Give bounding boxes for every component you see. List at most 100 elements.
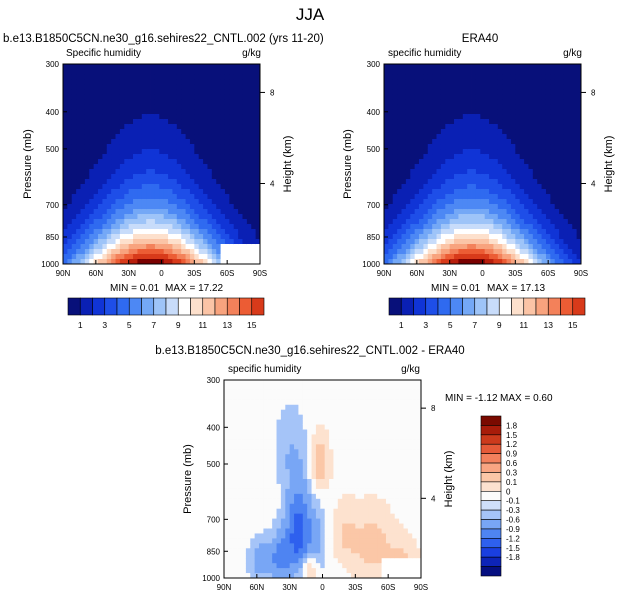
field-cell-obs-6-3 [410,79,416,85]
field-cell-diff-22-17 [320,464,326,470]
field-cell-diff-7-35 [254,553,260,559]
field-cell-model-33-8 [207,104,213,110]
field-cell-diff-12-32 [276,538,282,544]
field-cell-diff-18-3 [302,394,308,401]
field-cell-diff-23-30 [324,528,330,534]
field-cell-diff-12-13 [276,444,282,450]
field-cell-obs-7-23 [414,179,420,185]
field-cell-model-7-9 [93,109,99,115]
field-cell-obs-29-3 [510,79,516,85]
field-cell-obs-26-22 [497,174,503,180]
field-cell-diff-0-22 [224,488,229,495]
field-cell-diff-4-37 [241,563,247,569]
field-cell-model-27-1 [181,69,186,75]
field-cell-diff-15-31 [289,533,295,539]
field-cell-diff-4-38 [241,568,247,574]
colorbar-label-model-0: 1 [78,320,83,330]
field-cell-obs-13-8 [440,104,446,110]
field-cell-obs-32-28 [524,204,529,210]
field-cell-obs-28-27 [506,199,512,205]
field-cell-model-7-36 [93,244,99,250]
field-cell-diff-15-32 [289,538,295,544]
field-cell-model-18-13 [141,129,147,135]
field-cell-diff-6-17 [250,464,256,470]
field-cell-model-41-0 [242,64,248,70]
field-cell-diff-11-3 [272,394,277,401]
field-cell-obs-30-12 [515,124,521,130]
field-cell-diff-11-22 [272,488,277,495]
field-cell-obs-14-21 [445,169,451,175]
field-cell-obs-5-9 [405,109,411,115]
field-cell-obs-26-8 [497,104,503,110]
field-cell-diff-23-12 [324,439,330,445]
field-cell-model-30-14 [194,134,200,140]
field-cell-diff-12-22 [276,488,282,495]
field-cell-model-33-25 [207,189,213,195]
field-cell-model-42-36 [246,244,252,250]
field-cell-obs-44-31 [576,219,582,225]
field-cell-obs-6-34 [410,234,416,240]
field-cell-model-38-8 [229,104,235,110]
field-cell-obs-9-6 [423,94,429,100]
field-cell-obs-21-39 [475,259,481,265]
field-cell-diff-7-20 [254,479,260,485]
field-cell-obs-28-23 [506,179,512,185]
field-cell-model-33-3 [207,79,213,85]
field-cell-obs-27-18 [502,154,507,160]
field-cell-model-2-8 [71,104,77,110]
field-cell-model-17-35 [137,239,143,245]
field-cell-model-34-0 [211,64,217,70]
field-cell-model-19-27 [146,199,151,205]
field-cell-obs-7-5 [414,89,420,95]
field-cell-diff-14-8 [285,419,291,425]
field-cell-obs-28-19 [506,159,512,165]
field-cell-obs-12-19 [436,159,442,165]
field-cell-obs-13-1 [440,69,446,75]
field-cell-model-44-26 [255,194,261,200]
x-tick-label-model-3: 0 [159,269,164,278]
field-cell-diff-20-17 [311,464,317,470]
field-cell-model-26-38 [176,254,182,260]
field-cell-model-31-30 [198,214,204,220]
field-cell-obs-23-9 [484,109,490,115]
field-cell-diff-8-11 [259,434,264,440]
field-cell-model-24-35 [168,239,173,245]
field-cell-model-44-28 [255,204,261,210]
field-cell-obs-9-4 [423,84,429,90]
field-cell-diff-28-7 [346,414,352,420]
field-cell-model-24-9 [168,109,173,115]
field-cell-obs-0-37 [384,249,389,255]
field-cell-obs-28-11 [506,119,512,125]
field-cell-diff-22-29 [320,523,326,529]
field-cell-diff-31-6 [359,409,365,416]
field-cell-obs-0-29 [384,209,389,215]
field-cell-model-8-22 [98,174,103,180]
field-cell-model-28-5 [185,89,191,95]
field-cell-model-24-29 [168,209,173,215]
field-cell-diff-28-11 [346,434,352,440]
field-cell-diff-25-10 [333,429,339,435]
field-cell-obs-10-37 [427,249,433,255]
field-cell-model-25-25 [172,189,178,195]
field-cell-obs-39-5 [554,89,560,95]
field-cell-diff-9-38 [263,568,269,574]
field-cell-model-2-31 [71,219,77,225]
field-cell-model-44-14 [255,134,261,140]
field-cell-model-43-19 [251,159,257,165]
field-cell-obs-38-17 [550,149,556,155]
field-cell-obs-42-9 [567,109,573,115]
field-cell-obs-10-27 [427,199,433,205]
field-cell-model-27-10 [181,114,186,120]
field-cell-diff-9-15 [263,454,269,460]
field-cell-model-38-7 [229,99,235,105]
field-cell-obs-42-6 [567,94,573,100]
field-cell-obs-2-20 [392,164,398,170]
field-cell-obs-32-0 [524,64,529,70]
field-cell-obs-25-11 [493,119,499,125]
y-tick-label-obs-5: 1000 [362,260,380,269]
field-cell-obs-38-27 [550,199,556,205]
field-cell-obs-29-19 [510,159,516,165]
colorbar-box-model-1 [79,297,93,316]
field-cell-diff-31-17 [359,464,365,470]
field-cell-model-22-38 [159,254,165,260]
